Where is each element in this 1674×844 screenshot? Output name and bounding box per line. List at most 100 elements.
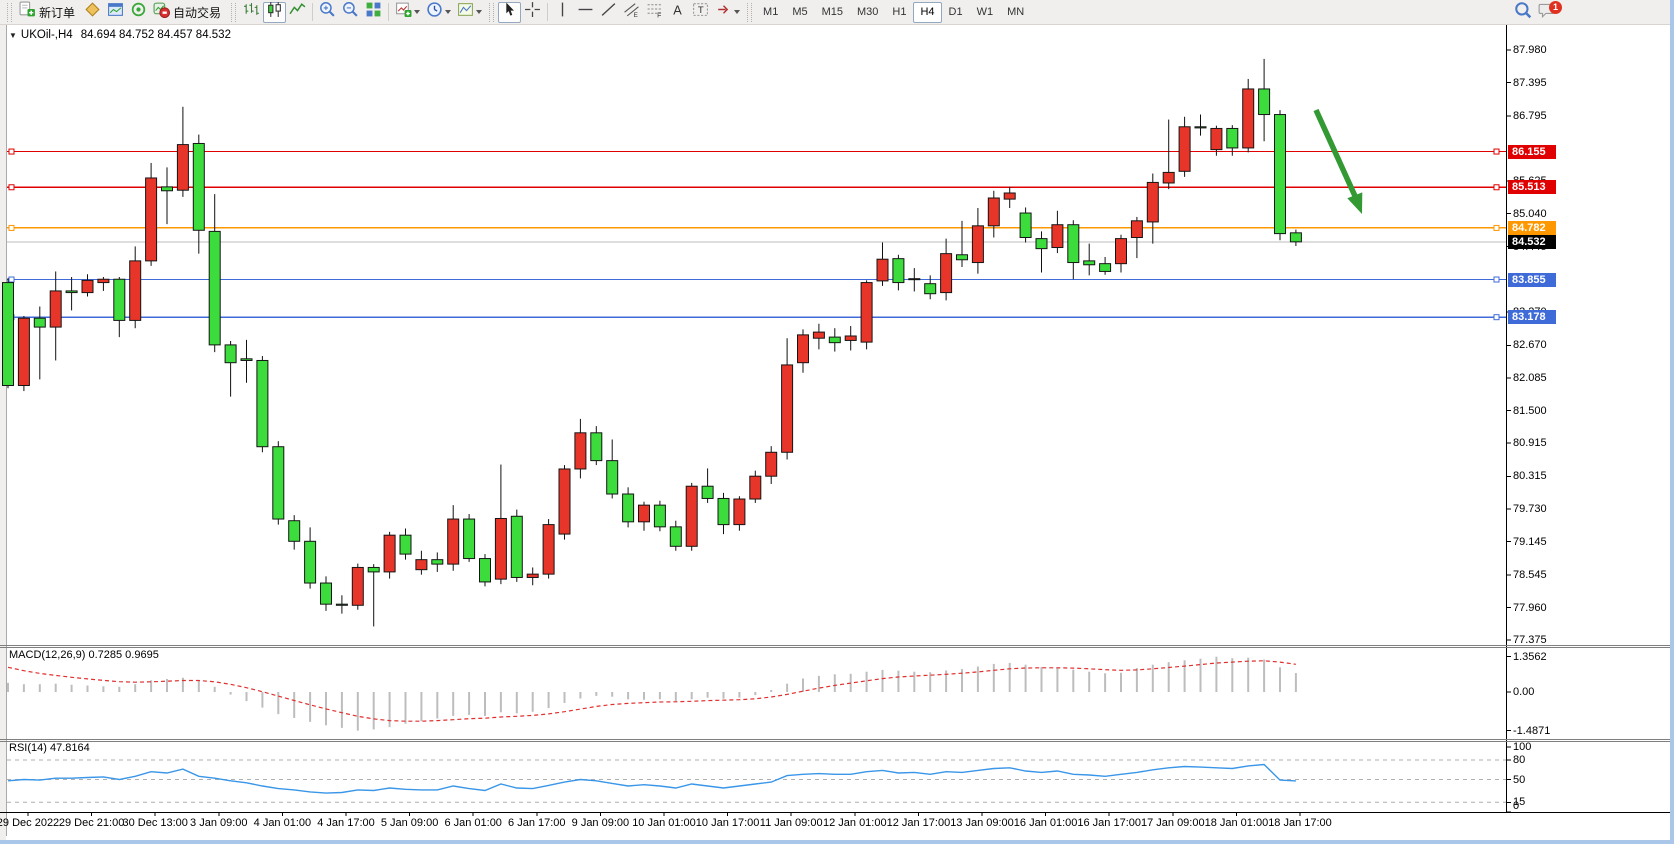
new-order-button[interactable]: 新订单 <box>16 1 81 23</box>
auto-trading-button[interactable]: 自动交易 <box>150 2 227 23</box>
new-order-label: 新订单 <box>39 5 76 20</box>
macd-histogram-bar <box>658 692 661 700</box>
line-anchor-marker[interactable] <box>8 276 15 283</box>
svg-text:E: E <box>634 12 638 18</box>
fibonacci-button[interactable]: F <box>643 2 666 23</box>
search-button[interactable] <box>1511 1 1535 23</box>
candle-up <box>765 451 778 477</box>
macd-histogram-bar <box>277 692 280 715</box>
toolbar-grip[interactable] <box>231 2 237 22</box>
candle-down <box>828 336 841 344</box>
equidistant-channel-button[interactable]: E <box>620 2 643 23</box>
candle-down <box>622 493 635 523</box>
timeframe-d1[interactable]: D1 <box>948 6 963 18</box>
macd-histogram-bar <box>611 692 614 697</box>
text-label-button[interactable]: T <box>689 2 712 23</box>
trend-arrow-annotation[interactable] <box>1313 108 1358 198</box>
periods-button[interactable] <box>423 2 454 23</box>
vertical-line-button[interactable] <box>551 2 574 23</box>
macd-histogram-bar <box>70 684 73 692</box>
candle-up <box>940 253 953 294</box>
line-anchor-marker[interactable] <box>1493 224 1500 231</box>
svg-text:T: T <box>698 5 704 16</box>
macd-histogram-bar <box>1024 664 1027 692</box>
timeframe-m1[interactable]: M1 <box>763 6 779 18</box>
channel-icon: E <box>623 1 640 23</box>
macd-histogram-bar <box>181 677 184 692</box>
candle-up <box>749 475 762 500</box>
timeframe-m30[interactable]: M30 <box>857 6 879 18</box>
candle-up <box>129 260 142 321</box>
candle-down <box>510 515 523 578</box>
macd-histogram-bar <box>452 692 455 716</box>
line-anchor-marker[interactable] <box>8 184 15 191</box>
macd-signal-line <box>7 660 1296 722</box>
toolbar-grip[interactable] <box>747 2 753 22</box>
line-anchor-marker[interactable] <box>1493 276 1500 283</box>
timeframe-m5[interactable]: M5 <box>792 6 808 18</box>
candle-up <box>49 290 62 328</box>
tile-windows-icon <box>365 1 382 23</box>
macd-histogram-bar <box>213 686 216 692</box>
cursor-arrow-icon <box>501 1 518 23</box>
bar-chart-icon <box>243 1 260 23</box>
candle-up <box>526 573 539 578</box>
notifications-button[interactable]: 1 <box>1535 0 1562 23</box>
bar-chart-button[interactable] <box>240 2 263 23</box>
macd-histogram-bar <box>1008 662 1011 692</box>
line-chart-icon <box>289 1 306 23</box>
cursor-button[interactable] <box>498 1 522 23</box>
text-button[interactable]: A <box>666 2 689 23</box>
timeframe-w1[interactable]: W1 <box>976 6 994 18</box>
macd-histogram-bar <box>22 684 25 692</box>
timeframe-m15[interactable]: M15 <box>821 6 843 18</box>
timeframe-h4[interactable]: H4 <box>913 1 942 23</box>
text-label-icon: T <box>692 1 709 23</box>
line-anchor-marker[interactable] <box>1493 314 1500 321</box>
macd-histogram-bar <box>484 692 486 716</box>
signals-button[interactable] <box>127 2 150 23</box>
line-chart-button[interactable] <box>286 2 309 23</box>
zoom-out-button[interactable] <box>339 2 362 23</box>
macd-histogram-bar <box>1104 673 1107 692</box>
candle-up <box>908 278 921 281</box>
line-anchor-marker[interactable] <box>1493 184 1500 191</box>
horizontal-line-button[interactable] <box>574 2 597 23</box>
macd-histogram-bar <box>802 678 804 692</box>
candle-down <box>1274 114 1286 235</box>
trend-arrow-head[interactable] <box>1347 192 1363 214</box>
macd-histogram-bar <box>388 692 391 728</box>
toolbar-grip[interactable] <box>7 2 12 22</box>
macd-histogram-bar <box>1294 673 1297 692</box>
window-border-right <box>1670 0 1674 844</box>
horizontal-line-icon <box>577 1 594 23</box>
line-anchor-marker[interactable] <box>8 224 15 231</box>
macd-histogram-bar <box>595 692 598 696</box>
zoom-in-button[interactable] <box>316 2 339 23</box>
tile-windows-button[interactable] <box>362 2 385 23</box>
collapse-triangle-icon: ▼ <box>9 31 17 40</box>
candle-up <box>797 334 809 364</box>
macd-histogram-bar <box>150 680 153 692</box>
macd-histogram-bar <box>1056 667 1059 692</box>
toolbar-grip[interactable] <box>489 2 495 22</box>
line-anchor-marker[interactable] <box>8 148 15 155</box>
macd-histogram-bar <box>881 669 884 692</box>
templates-button[interactable] <box>454 2 485 23</box>
arrows-shapes-button[interactable] <box>712 2 743 23</box>
line-anchor-marker[interactable] <box>1493 148 1500 155</box>
candlestick-chart-button[interactable] <box>263 1 287 23</box>
chart-ohlc-values: 84.694 84.752 84.457 84.532 <box>80 29 231 41</box>
crosshair-button[interactable] <box>521 2 544 23</box>
timeframe-mn[interactable]: MN <box>1007 6 1025 18</box>
toolbar: 新订单 自动交易 <box>0 0 1674 25</box>
timeframe-h1[interactable]: H1 <box>892 6 907 18</box>
profiles-button[interactable] <box>81 2 104 23</box>
timeframe-group: M1 M5 M15 M30 H1 H4 D1 W1 MN <box>756 1 1031 23</box>
new-chart-button[interactable] <box>392 2 423 23</box>
candle-down <box>399 534 412 555</box>
trendline-button[interactable] <box>597 2 620 23</box>
market-watch-button[interactable] <box>104 2 127 23</box>
candle-down <box>192 142 205 231</box>
